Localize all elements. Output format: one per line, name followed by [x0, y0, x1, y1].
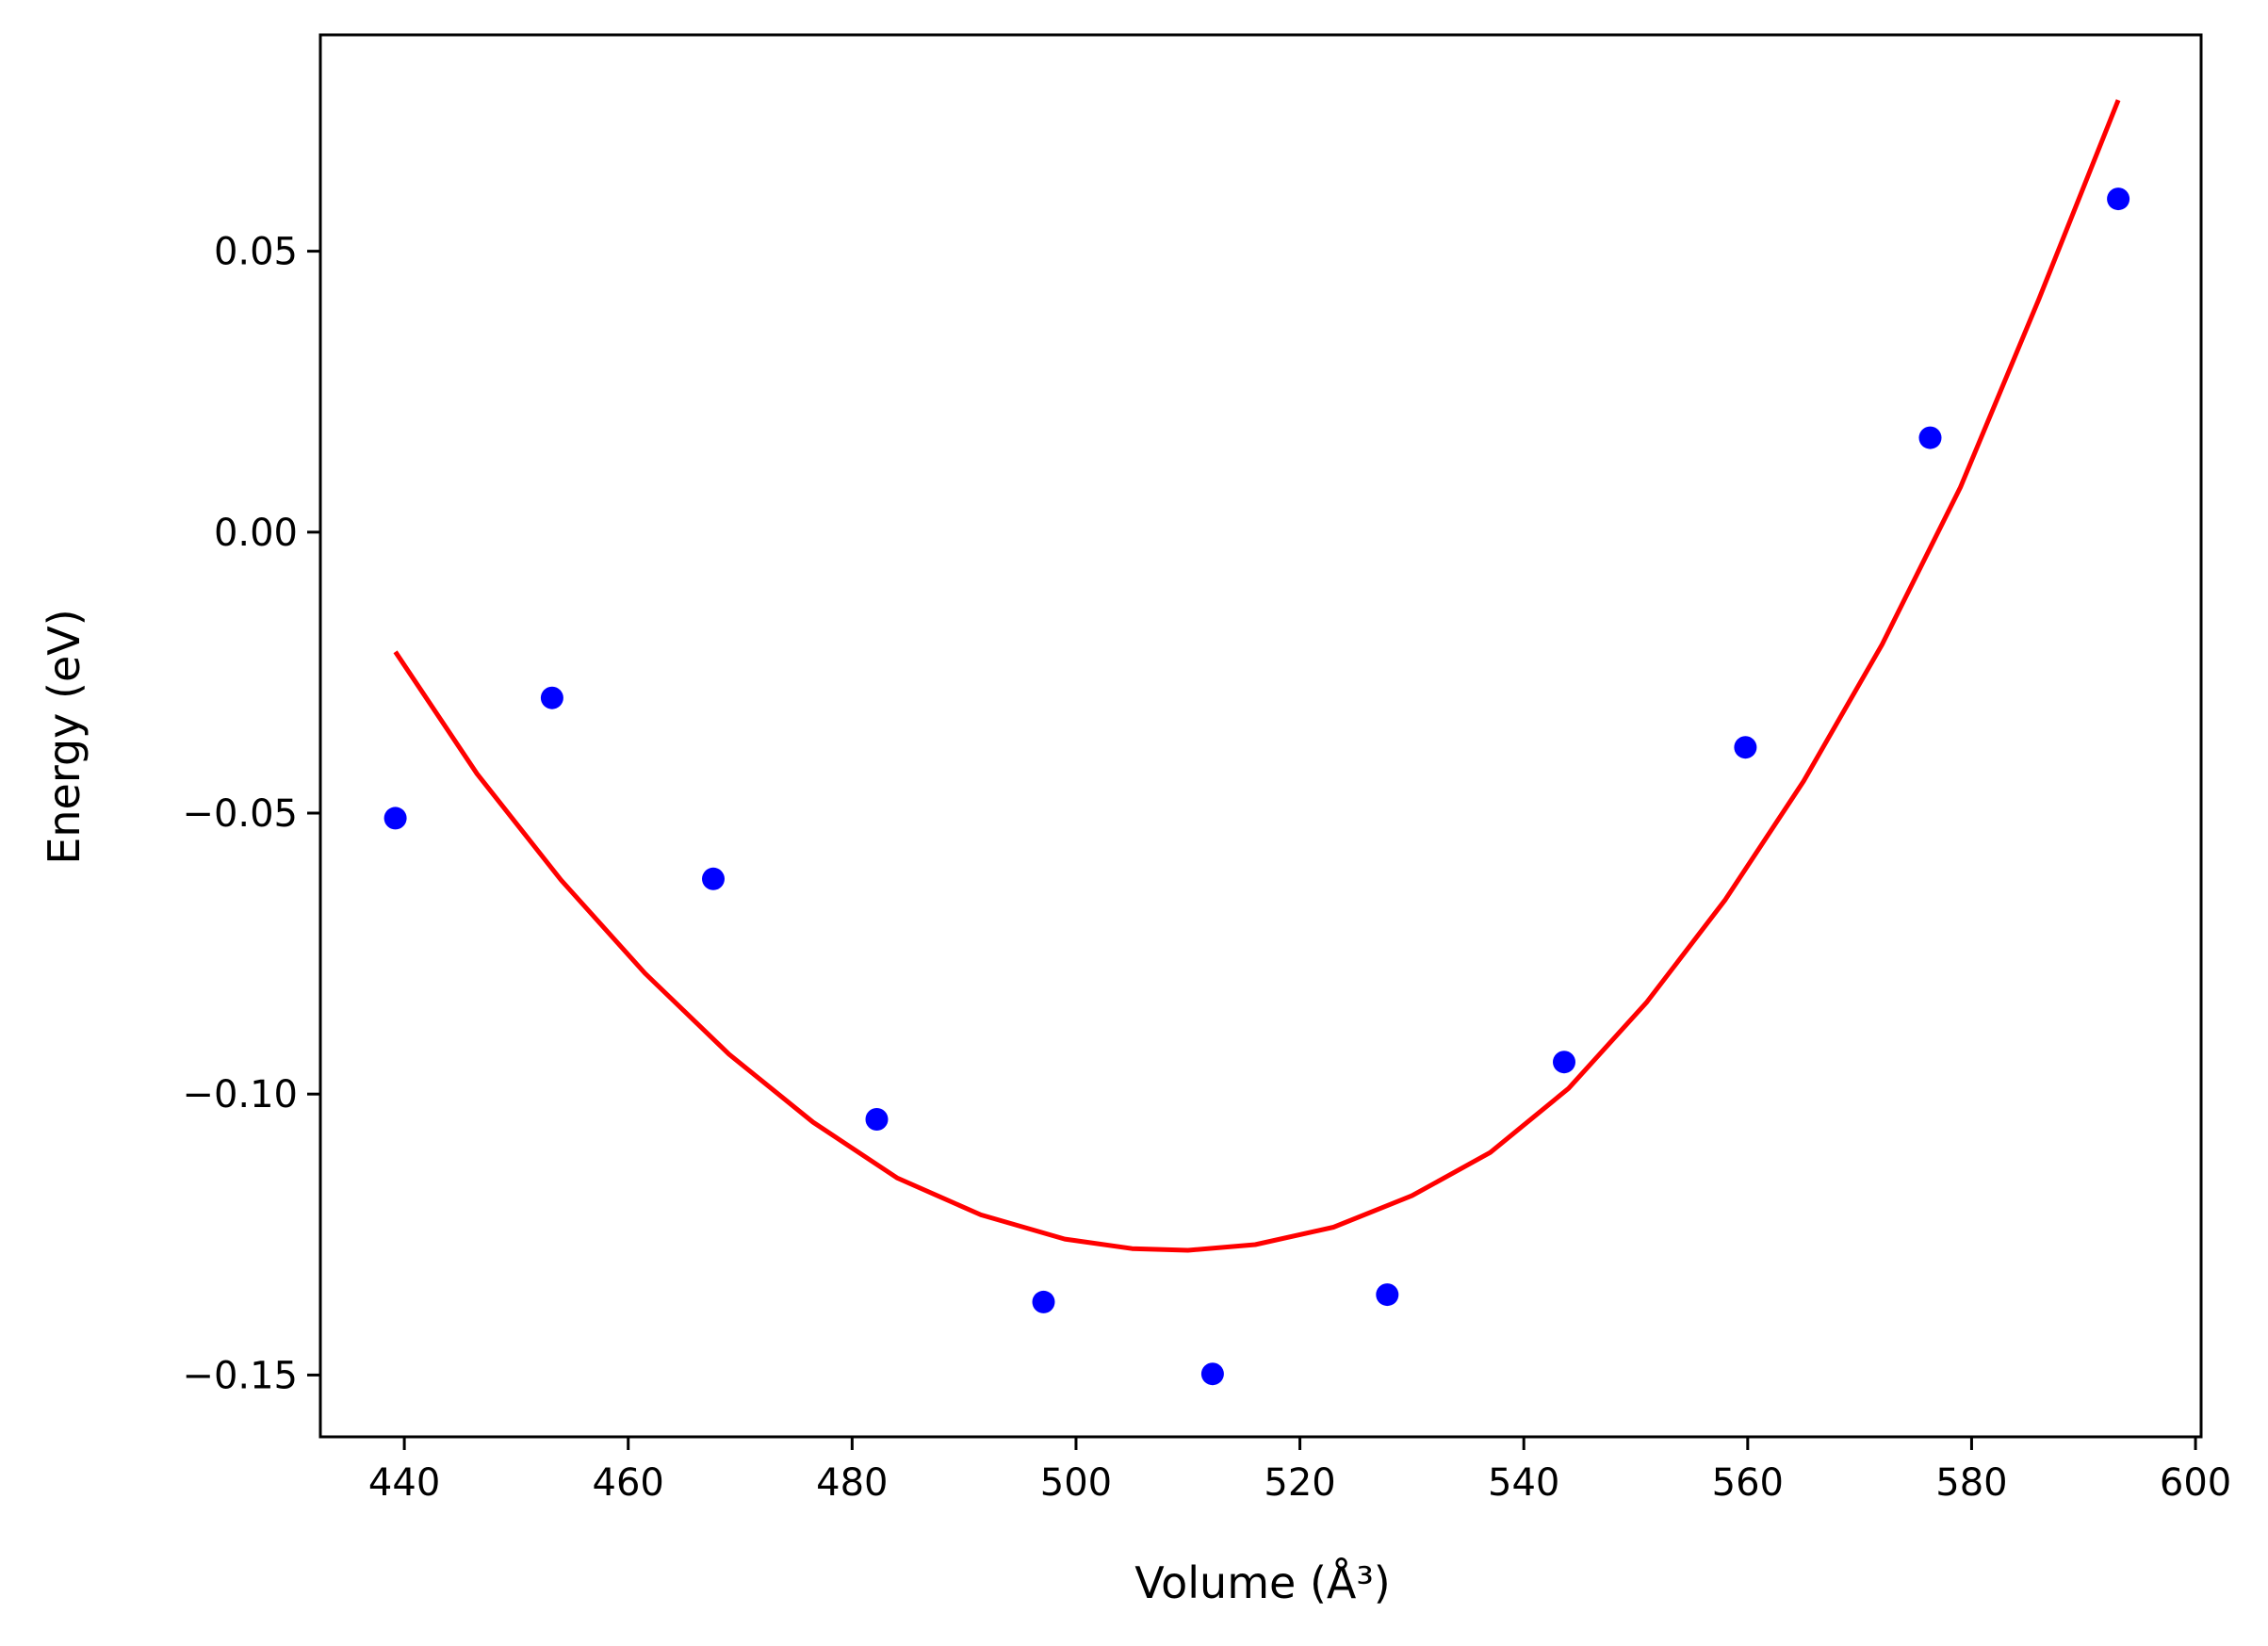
data-point-9 [1734, 736, 1757, 759]
data-point-7 [1376, 1283, 1399, 1307]
y-tick-label-3: 0.00 [214, 512, 298, 555]
x-tick-label-540: 540 [1488, 1461, 1559, 1505]
data-point-1 [383, 807, 407, 830]
x-tick-label-560: 560 [1712, 1461, 1784, 1505]
x-axis-label: Volume (Å³) [1134, 1557, 1391, 1608]
y-tick-label-1: −0.10 [182, 1073, 298, 1116]
plot-area [383, 99, 2130, 1386]
x-tick-label-500: 500 [1040, 1461, 1112, 1505]
x-tick-label-480: 480 [816, 1461, 888, 1505]
data-point-5 [1032, 1290, 1055, 1313]
y-axis-label: Energy (eV) [39, 609, 90, 864]
data-point-3 [702, 867, 725, 890]
y-tick-label-4: 0.05 [214, 231, 298, 274]
plot-frame [318, 33, 2203, 1439]
x-tick-label-460: 460 [593, 1461, 664, 1505]
data-point-11 [2107, 187, 2130, 211]
x-tick-label-520: 520 [1264, 1461, 1335, 1505]
x-tick-label-440: 440 [368, 1461, 440, 1505]
data-point-2 [540, 686, 563, 709]
data-point-4 [865, 1108, 889, 1131]
axes: 440 460 480 500 520 540 560 580 600 −0.15 −0.10 −0.… [182, 33, 2231, 1505]
y-tick-label-2: −0.05 [182, 792, 298, 836]
data-point-10 [1918, 426, 1942, 449]
fit-curve [393, 99, 2121, 1253]
x-tick-label-600: 600 [2160, 1461, 2231, 1505]
data-point-6 [1200, 1362, 1224, 1386]
data-point-8 [1553, 1051, 1575, 1074]
x-tick-label-580: 580 [1935, 1461, 2007, 1505]
y-tick-label-0: −0.15 [182, 1354, 298, 1397]
